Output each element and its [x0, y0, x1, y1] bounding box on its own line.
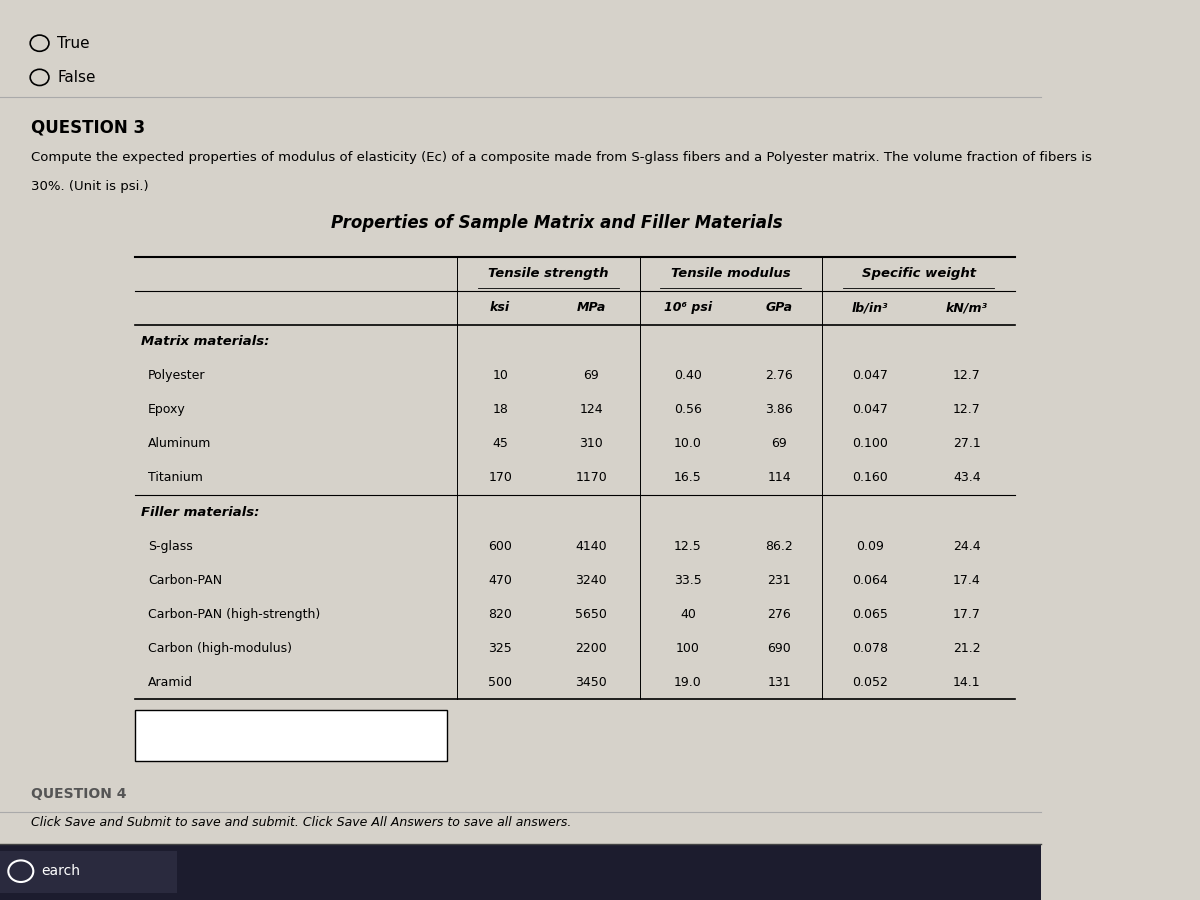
Text: 3450: 3450	[576, 676, 607, 688]
Text: 0.047: 0.047	[852, 403, 888, 417]
Text: 4140: 4140	[576, 540, 607, 553]
Text: Matrix materials:: Matrix materials:	[140, 335, 269, 348]
Text: 17.4: 17.4	[953, 573, 980, 587]
Text: 18: 18	[492, 403, 508, 417]
Text: 0.160: 0.160	[852, 472, 888, 484]
Text: 10⁶ psi: 10⁶ psi	[664, 302, 712, 314]
Text: kN/m³: kN/m³	[946, 302, 988, 314]
Text: 276: 276	[767, 608, 791, 621]
Text: Carbon-PAN: Carbon-PAN	[148, 573, 222, 587]
Bar	[0, 844, 1042, 900]
Text: 470: 470	[488, 573, 512, 587]
Text: S-glass: S-glass	[148, 540, 193, 553]
Text: 16.5: 16.5	[674, 472, 702, 484]
Text: 1170: 1170	[576, 472, 607, 484]
Text: 114: 114	[767, 472, 791, 484]
Text: 24.4: 24.4	[953, 540, 980, 553]
Text: 27.1: 27.1	[953, 437, 980, 450]
Text: 100: 100	[676, 642, 700, 655]
Text: ksi: ksi	[490, 302, 510, 314]
Text: 310: 310	[580, 437, 604, 450]
Bar	[136, 709, 446, 760]
Text: 3.86: 3.86	[766, 403, 793, 417]
Text: 231: 231	[767, 573, 791, 587]
Text: 19.0: 19.0	[674, 676, 702, 688]
Text: 0.56: 0.56	[674, 403, 702, 417]
Text: Carbon-PAN (high-strength): Carbon-PAN (high-strength)	[148, 608, 320, 621]
Text: 124: 124	[580, 403, 604, 417]
Text: 0.052: 0.052	[852, 676, 888, 688]
Text: QUESTION 3: QUESTION 3	[31, 119, 145, 137]
Text: 14.1: 14.1	[953, 676, 980, 688]
Text: 3240: 3240	[576, 573, 607, 587]
Text: 0.100: 0.100	[852, 437, 888, 450]
Text: 21.2: 21.2	[953, 642, 980, 655]
Text: Aramid: Aramid	[148, 676, 193, 688]
Text: 2200: 2200	[576, 642, 607, 655]
Text: 2.76: 2.76	[766, 369, 793, 382]
Text: 0.078: 0.078	[852, 642, 888, 655]
Text: GPa: GPa	[766, 302, 793, 314]
Text: 170: 170	[488, 472, 512, 484]
Text: Filler materials:: Filler materials:	[140, 506, 259, 518]
Text: 45: 45	[492, 437, 508, 450]
Text: QUESTION 4: QUESTION 4	[31, 788, 127, 802]
Text: 0.064: 0.064	[852, 573, 888, 587]
Text: Tensile modulus: Tensile modulus	[671, 267, 791, 280]
Text: Click Save and Submit to save and submit. Click Save All Answers to save all ans: Click Save and Submit to save and submit…	[31, 816, 571, 829]
Text: 5650: 5650	[576, 608, 607, 621]
Text: lb/in³: lb/in³	[852, 302, 888, 314]
Text: 600: 600	[488, 540, 512, 553]
Text: Tensile strength: Tensile strength	[488, 267, 608, 280]
Text: False: False	[58, 70, 96, 85]
Bar	[0, 851, 178, 893]
Text: Titanium: Titanium	[148, 472, 203, 484]
Text: 12.7: 12.7	[953, 403, 980, 417]
Text: 500: 500	[488, 676, 512, 688]
Text: 0.047: 0.047	[852, 369, 888, 382]
Text: 0.09: 0.09	[857, 540, 884, 553]
Text: 0.40: 0.40	[674, 369, 702, 382]
Text: earch: earch	[42, 864, 80, 878]
Text: 17.7: 17.7	[953, 608, 980, 621]
Text: 69: 69	[772, 437, 787, 450]
Text: 820: 820	[488, 608, 512, 621]
Text: 30%. (Unit is psi.): 30%. (Unit is psi.)	[31, 180, 149, 193]
Text: Properties of Sample Matrix and Filler Materials: Properties of Sample Matrix and Filler M…	[331, 214, 782, 232]
Text: 10: 10	[492, 369, 508, 382]
Text: 325: 325	[488, 642, 512, 655]
Text: 40: 40	[680, 608, 696, 621]
Text: 86.2: 86.2	[766, 540, 793, 553]
Text: True: True	[58, 36, 90, 50]
Text: Polyester: Polyester	[148, 369, 205, 382]
Text: 43.4: 43.4	[953, 472, 980, 484]
Text: Compute the expected properties of modulus of elasticity (Ec) of a composite mad: Compute the expected properties of modul…	[31, 151, 1092, 164]
Text: 690: 690	[767, 642, 791, 655]
Text: Specific weight: Specific weight	[862, 267, 976, 280]
Text: 69: 69	[583, 369, 599, 382]
Text: 0.065: 0.065	[852, 608, 888, 621]
Text: Epoxy: Epoxy	[148, 403, 186, 417]
Text: 131: 131	[767, 676, 791, 688]
Text: 10.0: 10.0	[674, 437, 702, 450]
Text: 33.5: 33.5	[674, 573, 702, 587]
Text: MPa: MPa	[577, 302, 606, 314]
Text: 12.7: 12.7	[953, 369, 980, 382]
Text: Carbon (high-modulus): Carbon (high-modulus)	[148, 642, 292, 655]
Text: 12.5: 12.5	[674, 540, 702, 553]
Text: Aluminum: Aluminum	[148, 437, 211, 450]
